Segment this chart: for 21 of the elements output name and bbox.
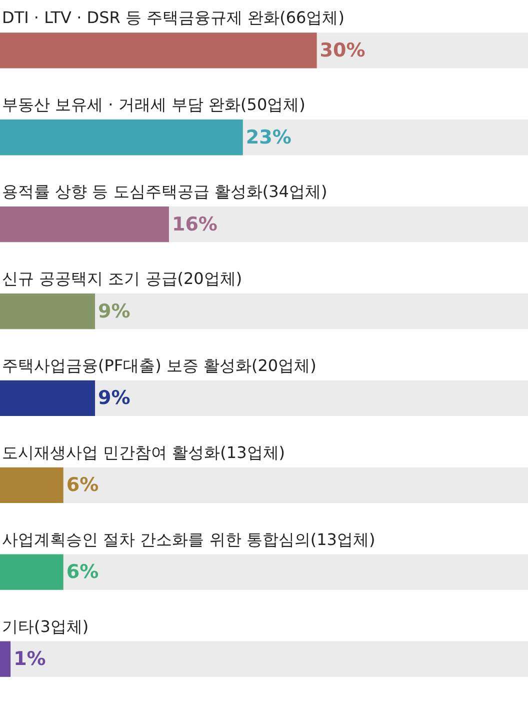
data-label: 30% (320, 39, 366, 62)
bar (0, 380, 96, 416)
bar (0, 554, 64, 590)
data-label: 9% (98, 387, 130, 410)
bar (0, 467, 64, 503)
data-label: 6% (66, 561, 99, 584)
data-label: 23% (246, 126, 292, 148)
y-tick-label: 주택사업금융(PF대출) 보증 활성화(20업체) (2, 356, 316, 375)
y-tick-label: DTI · LTV · DSR 등 주택금융규제 완화(66업체) (2, 8, 344, 27)
bar (0, 293, 96, 330)
y-tick-label: 용적률 상향 등 도심주택공급 활성화(34업체) (2, 182, 328, 201)
data-label: 1% (14, 648, 46, 670)
y-tick-label: 부동산 보유세 · 거래세 부담 완화(50업체) (2, 95, 306, 114)
data-label: 16% (172, 213, 218, 236)
data-label: 9% (98, 300, 130, 322)
y-tick-label: 사업계획승인 절차 간소화를 위한 통합심의(13업체) (2, 530, 376, 549)
bar (0, 641, 11, 677)
y-tick-label: 도시재생사업 민간참여 활성화(13업체) (2, 443, 286, 462)
y-tick-label: 신규 공공택지 조기 공급(20업체) (2, 269, 242, 288)
data-label: 6% (66, 474, 99, 496)
y-tick-label: 기타(3업체) (2, 617, 89, 636)
